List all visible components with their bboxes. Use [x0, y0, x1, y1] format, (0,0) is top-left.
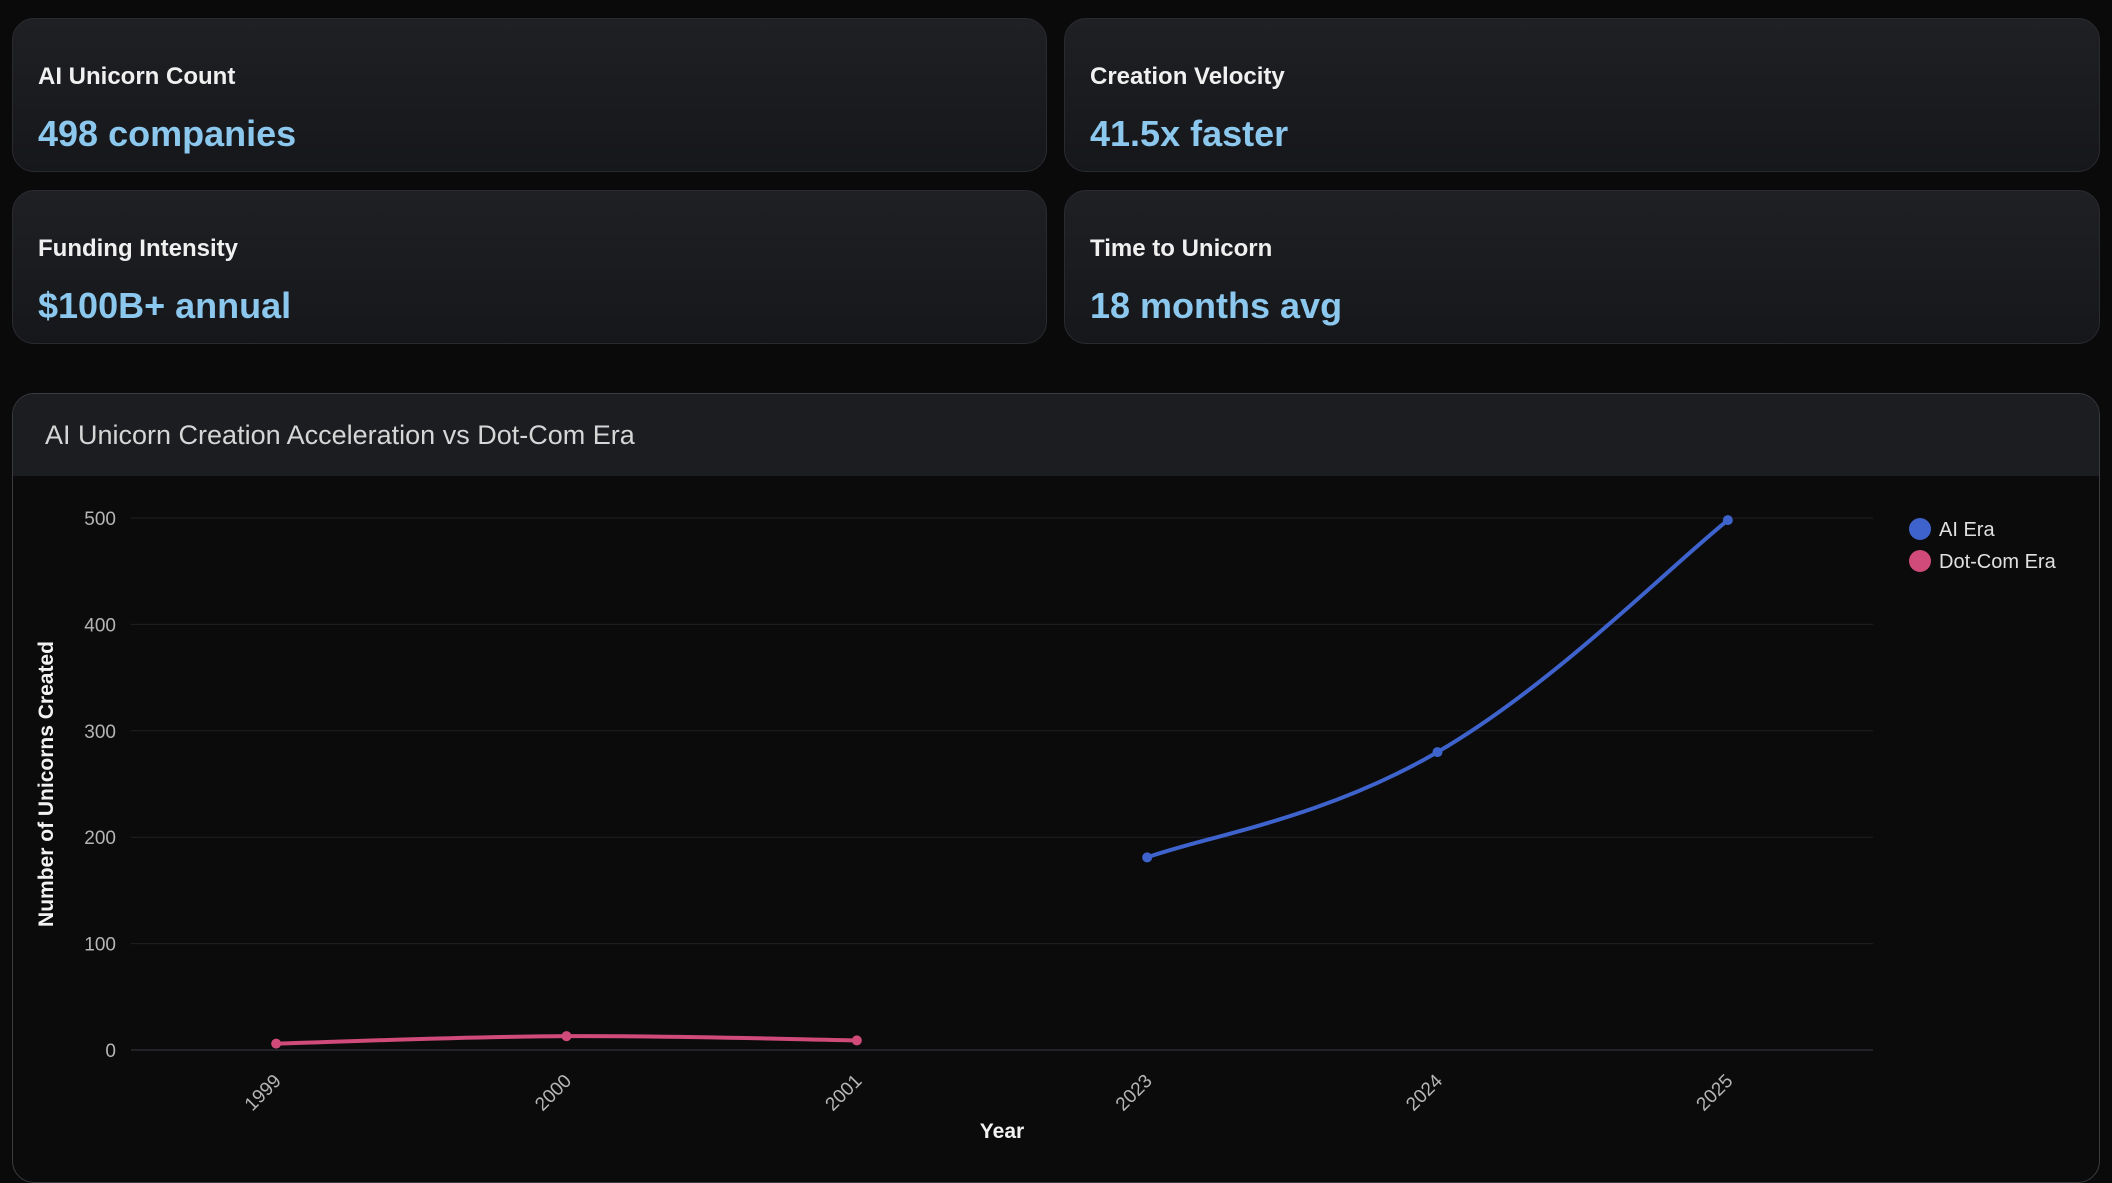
stat-label: Time to Unicorn [1090, 235, 1273, 262]
chart-title: AI Unicorn Creation Acceleration vs Dot-… [45, 420, 635, 450]
chart-header: AI Unicorn Creation Acceleration vs Dot-… [13, 394, 2099, 476]
stat-value: 41.5x faster [1090, 113, 1289, 154]
stat-value: 498 companies [38, 113, 297, 154]
y-axis-title: Number of Unicorns Created [35, 641, 58, 927]
legend-label: AI Era [1939, 519, 1995, 541]
stat-label: Creation Velocity [1090, 63, 1285, 90]
x-tick-label: 1999 [241, 1071, 286, 1116]
stat-value: 18 months avg [1090, 285, 1343, 326]
stat-card-ai-unicorn-count: AI Unicorn Count 498 companies [12, 18, 1047, 172]
legend-swatch [1909, 550, 1931, 572]
y-tick-label: 0 [105, 1041, 116, 1062]
x-tick-label: 2000 [531, 1071, 576, 1116]
y-tick-label: 300 [84, 722, 116, 743]
stat-card-funding-intensity: Funding Intensity $100B+ annual [12, 190, 1047, 344]
y-tick-label: 100 [84, 935, 116, 956]
stat-label: AI Unicorn Count [38, 63, 236, 90]
chart-panel: AI Unicorn Creation Acceleration vs Dot-… [12, 393, 2100, 1183]
data-point [1432, 747, 1443, 758]
series-line [1145, 518, 1730, 860]
stat-card-time-to-unicorn: Time to Unicorn 18 months avg [1064, 190, 2100, 344]
line-chart: 0 100 200 300 400 500 1999 2000 2001 2023 2024 2025… [35, 509, 2057, 1143]
stat-label: Funding Intensity [38, 235, 238, 262]
x-tick-label: 2001 [822, 1071, 867, 1116]
x-tick-label: 2024 [1402, 1070, 1447, 1115]
legend-label: Dot-Com Era [1939, 551, 2057, 573]
data-point [271, 1038, 282, 1049]
data-point [1722, 515, 1733, 526]
y-tick-label: 400 [84, 615, 116, 636]
x-tick-label: 2023 [1112, 1071, 1157, 1116]
x-tick-label: 2025 [1693, 1071, 1738, 1116]
data-point [561, 1031, 572, 1042]
y-tick-label: 200 [84, 828, 116, 849]
stat-card-creation-velocity: Creation Velocity 41.5x faster [1064, 18, 2100, 172]
stat-value: $100B+ annual [38, 285, 292, 326]
x-axis-title: Year [980, 1120, 1024, 1143]
y-tick-label: 500 [84, 509, 116, 530]
data-point [1142, 852, 1153, 863]
legend-swatch [1909, 518, 1931, 540]
data-point [851, 1035, 862, 1046]
